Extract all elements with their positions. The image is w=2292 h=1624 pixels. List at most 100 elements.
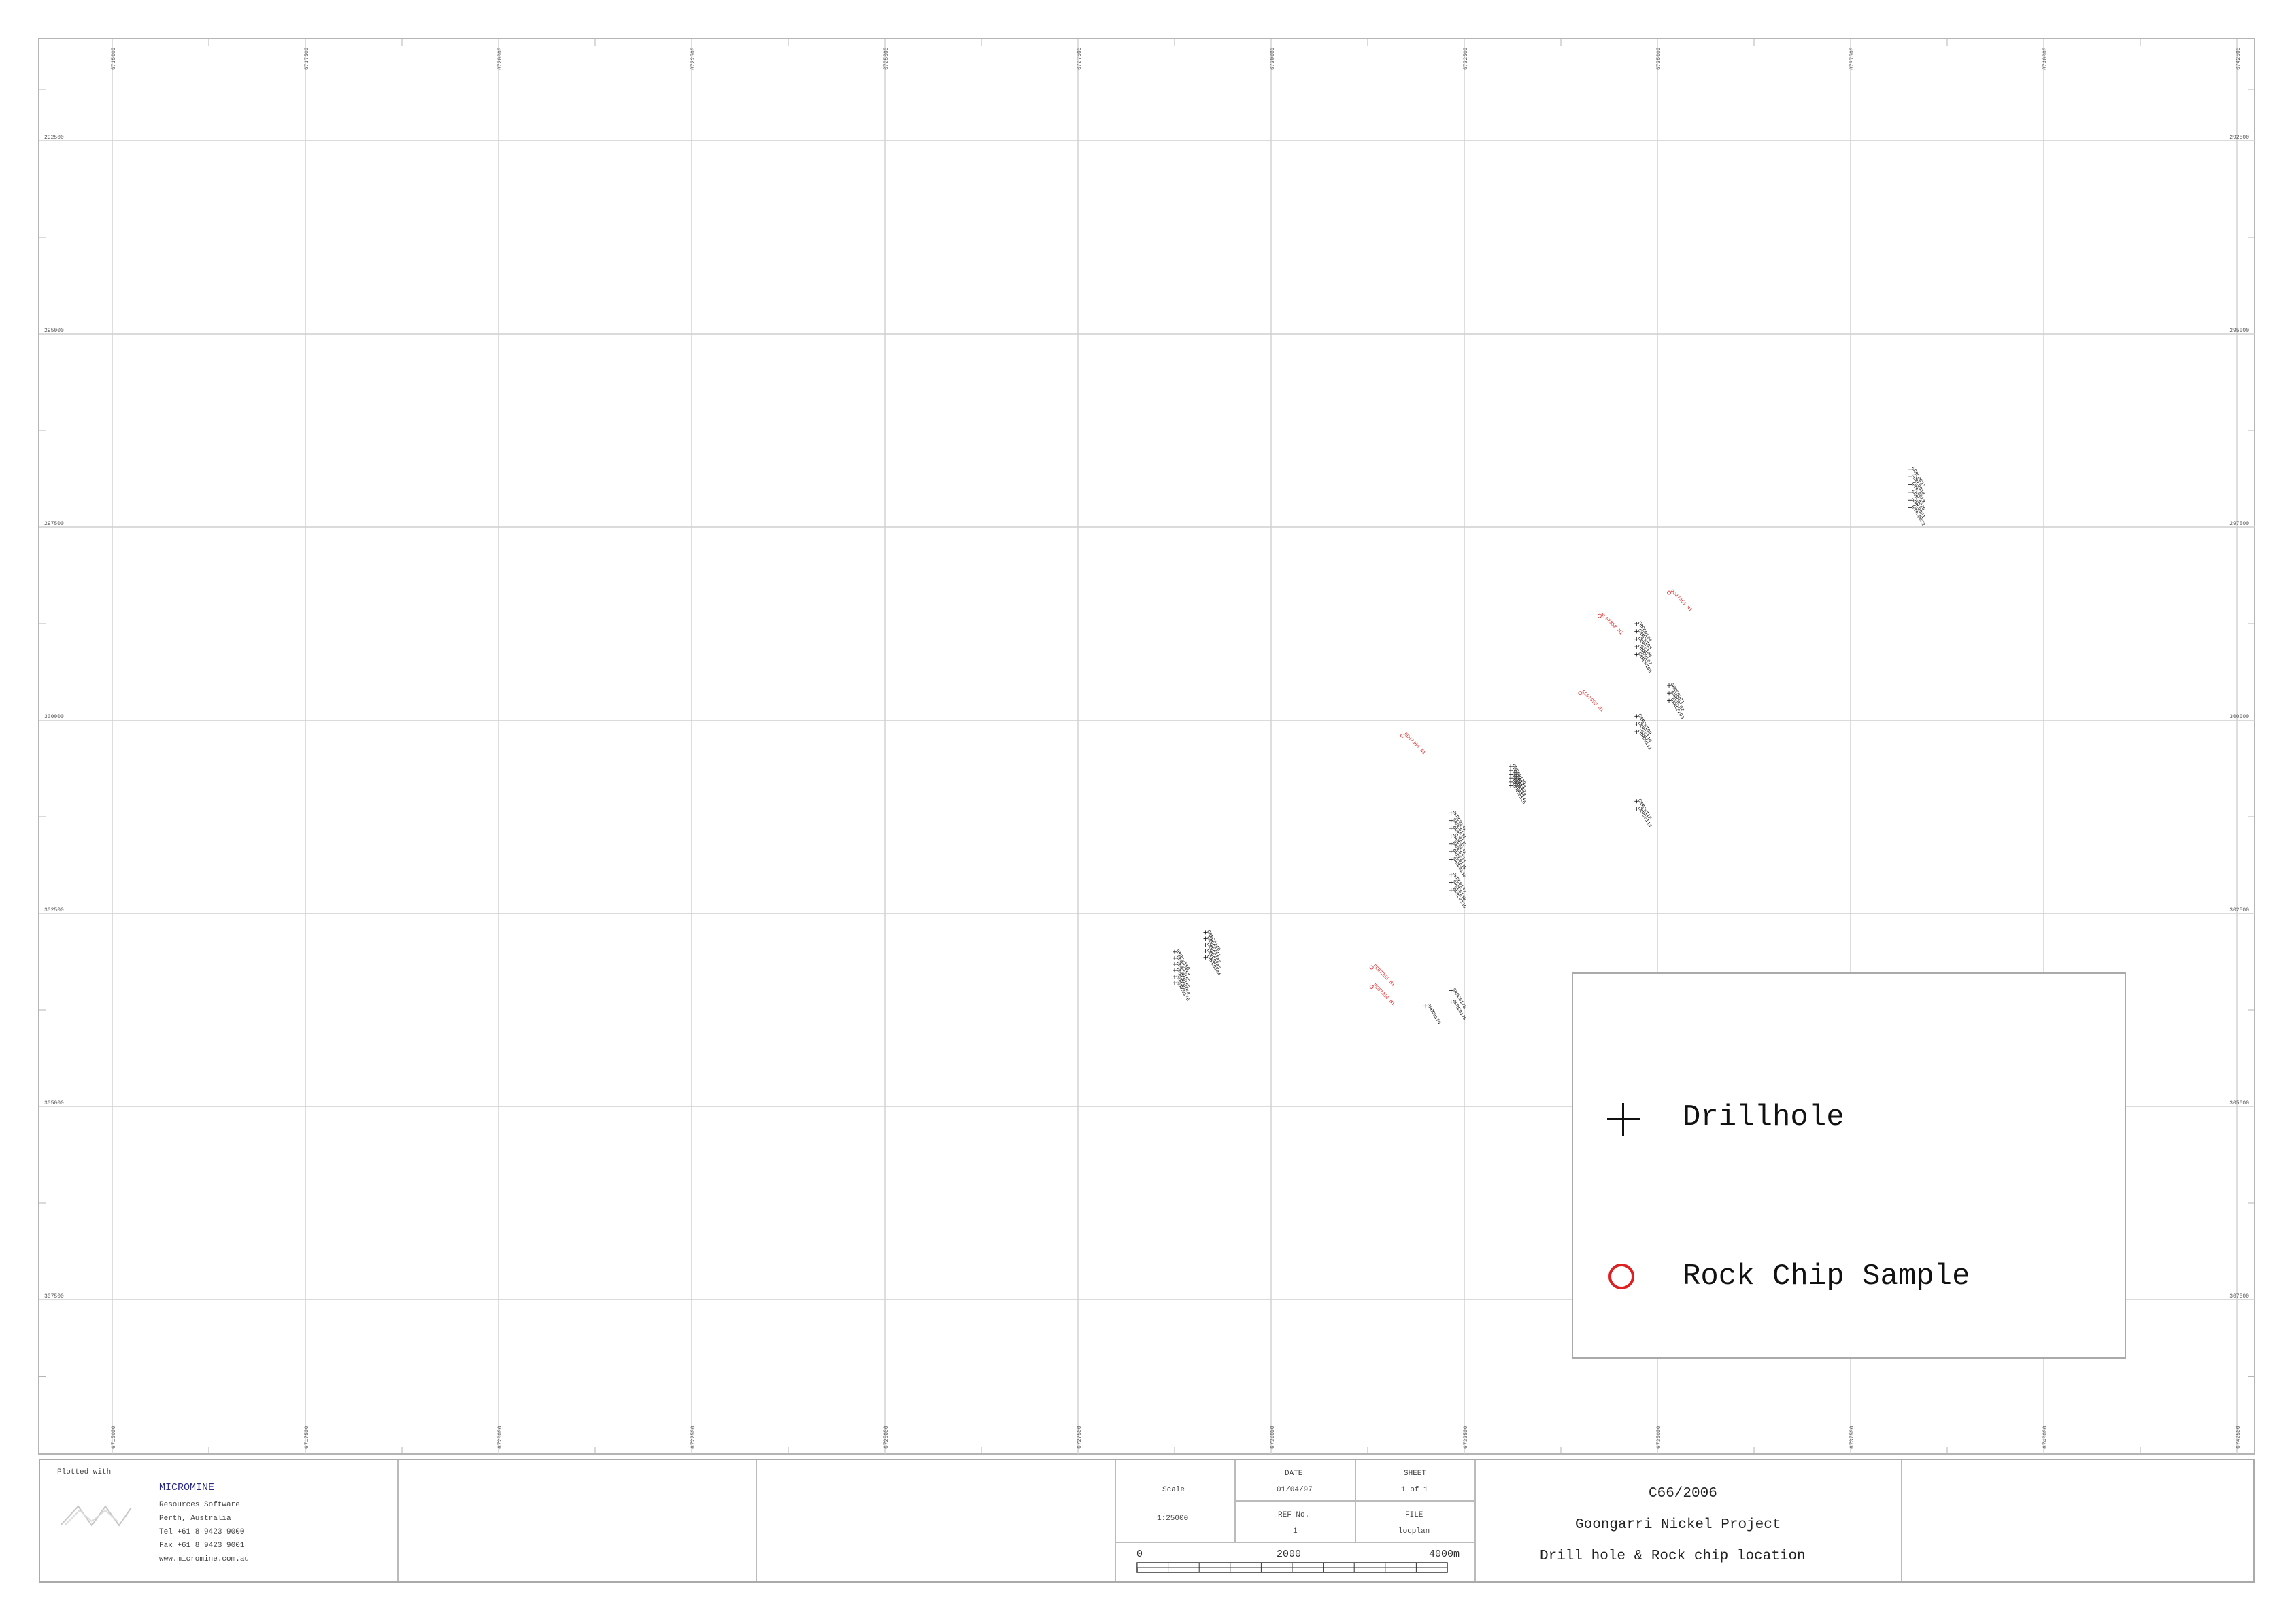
tb-sheet-cell: SHEET 1 of 1 — [1356, 1460, 1476, 1502]
easting-tick-label: 6730000 — [1270, 1425, 1276, 1449]
file-value: locplan — [1398, 1527, 1430, 1536]
easting-tick-label: 6722500 — [690, 1425, 696, 1449]
scalebar-segment — [1385, 1562, 1417, 1568]
tb-title-cell: C66/2006 Goongarri Nickel Project Drill … — [1476, 1460, 1902, 1581]
easting-tick-label: 6725000 — [883, 47, 890, 70]
legend-drillhole-label: Drillhole — [1683, 1100, 1844, 1134]
easting-tick-label: 6737500 — [1849, 47, 1855, 70]
easting-tick-label: 6727500 — [1077, 47, 1083, 70]
northing-tick-label: 302500 — [44, 907, 64, 913]
micromine-logo-icon — [59, 1501, 134, 1528]
scalebar-label-mid: 2000 — [1277, 1549, 1302, 1560]
northing-tick-label: 302500 — [2229, 907, 2249, 913]
easting-tick-label: 6720000 — [497, 47, 503, 70]
northing-tick-label: 305000 — [44, 1100, 64, 1106]
easting-tick-label: 6740000 — [2042, 1425, 2049, 1449]
easting-tick-label: 6727500 — [1077, 1425, 1083, 1449]
plotted-with-label: Plotted with — [57, 1468, 112, 1476]
easting-tick-label: 6725000 — [883, 1425, 890, 1449]
rock-chip-label: RC07353 Ni — [1580, 690, 1604, 713]
rock-chip-circle-icon — [1400, 733, 1405, 738]
easting-tick-label: 6740000 — [2042, 47, 2049, 70]
easting-tick-label: 6732500 — [1463, 47, 1469, 70]
drillhole-cross-icon — [1607, 1103, 1640, 1136]
scalebar-segment — [1415, 1567, 1448, 1573]
drawing-code: C66/2006 — [1649, 1486, 1717, 1502]
legend-rock-chip-label: Rock Chip Sample — [1683, 1259, 1970, 1293]
micromine-brand: MICROMINE — [159, 1482, 215, 1493]
northing-tick-label: 292500 — [44, 135, 64, 141]
title-block: Plotted with MICROMINE Resources Softwar… — [39, 1459, 2255, 1583]
easting-tick-label: 6720000 — [497, 1425, 503, 1449]
northing-tick-label: 300000 — [44, 714, 64, 720]
scalebar-segment — [1323, 1562, 1355, 1568]
scalebar-label-end: 4000m — [1429, 1549, 1460, 1560]
easting-tick-label: 6715000 — [111, 1425, 117, 1449]
tb-blank-cell-1 — [399, 1460, 757, 1581]
rock-chip-circle-icon — [1578, 691, 1583, 696]
easting-tick-label: 6715000 — [111, 47, 117, 70]
easting-tick-label: 6722500 — [690, 47, 696, 70]
rock-chip-label: RC07352 Ni — [1600, 612, 1623, 636]
address-line: Resources Software — [159, 1501, 240, 1509]
rock-chip-circle-icon — [1667, 590, 1671, 595]
rock-chip-circle-icon — [1597, 613, 1602, 618]
scale-label: Scale — [1162, 1486, 1185, 1494]
date-label: DATE — [1285, 1470, 1303, 1478]
northing-tick-label: 307500 — [44, 1293, 64, 1300]
tb-scalebar-cell: 0 2000 4000m — [1116, 1543, 1476, 1581]
rock-chip-circle-icon — [1608, 1264, 1634, 1289]
easting-tick-label: 6732500 — [1463, 1425, 1469, 1449]
scale-bar — [1136, 1562, 1448, 1573]
scalebar-segment — [1168, 1567, 1200, 1573]
tb-company-cell: Plotted with MICROMINE Resources Softwar… — [40, 1460, 399, 1581]
drawing-subtitle: Drill hole & Rock chip location — [1540, 1549, 1806, 1564]
rock-chip-circle-icon — [1369, 985, 1374, 989]
easting-tick-label: 6742500 — [2236, 47, 2242, 70]
northing-tick-label: 297500 — [2229, 521, 2249, 527]
scalebar-label-0: 0 — [1136, 1549, 1143, 1560]
scale-value: 1:25000 — [1157, 1515, 1189, 1523]
northing-tick-label: 305000 — [2229, 1100, 2249, 1106]
ref-label: REF No. — [1278, 1511, 1310, 1519]
tb-file-cell: FILE locplan — [1356, 1502, 1476, 1543]
easting-tick-label: 6717500 — [304, 47, 310, 70]
address-line: Fax +61 8 9423 9001 — [159, 1542, 245, 1550]
easting-tick-label: 6742500 — [2236, 1425, 2242, 1449]
address-line: www.micromine.com.au — [159, 1555, 250, 1563]
northing-tick-label: 295000 — [2229, 328, 2249, 334]
legend-box: Drillhole Rock Chip Sample — [1572, 972, 2126, 1359]
rock-chip-label: RC07354 Ni — [1402, 732, 1426, 756]
scalebar-segment — [1136, 1562, 1169, 1568]
rock-chip-label: RC07351 Ni — [1669, 589, 1693, 613]
scalebar-segment — [1260, 1562, 1293, 1568]
scalebar-segment — [1230, 1567, 1262, 1573]
project-title: Goongarri Nickel Project — [1575, 1517, 1781, 1533]
date-value: 01/04/97 — [1277, 1486, 1313, 1494]
scalebar-segment — [1353, 1567, 1386, 1573]
northing-tick-label: 295000 — [44, 328, 64, 334]
sheet-label: SHEET — [1404, 1470, 1427, 1478]
easting-tick-label: 6730000 — [1270, 47, 1276, 70]
northing-tick-label: 297500 — [44, 521, 64, 527]
northing-tick-label: 307500 — [2229, 1293, 2249, 1300]
ref-value: 1 — [1293, 1527, 1298, 1536]
drillhole-label: GRRC0174 — [1426, 1003, 1442, 1026]
tb-blank-cell-3 — [1902, 1460, 2253, 1581]
northing-tick-label: 292500 — [2229, 135, 2249, 141]
easting-tick-label: 6737500 — [1849, 1425, 1855, 1449]
easting-tick-label: 6735000 — [1656, 1425, 1662, 1449]
rock-chip-circle-icon — [1369, 965, 1374, 970]
sheet-value: 1 of 1 — [1401, 1486, 1428, 1494]
northing-tick-label: 300000 — [2229, 714, 2249, 720]
tb-blank-cell-2 — [757, 1460, 1116, 1581]
easting-tick-label: 6735000 — [1656, 47, 1662, 70]
tb-ref-cell: REF No. 1 — [1236, 1502, 1356, 1543]
file-label: FILE — [1405, 1511, 1423, 1519]
address-line: Perth, Australia — [159, 1515, 231, 1523]
scalebar-segment — [1292, 1567, 1324, 1573]
address-line: Tel +61 8 9423 9000 — [159, 1528, 245, 1536]
easting-tick-label: 6717500 — [304, 1425, 310, 1449]
